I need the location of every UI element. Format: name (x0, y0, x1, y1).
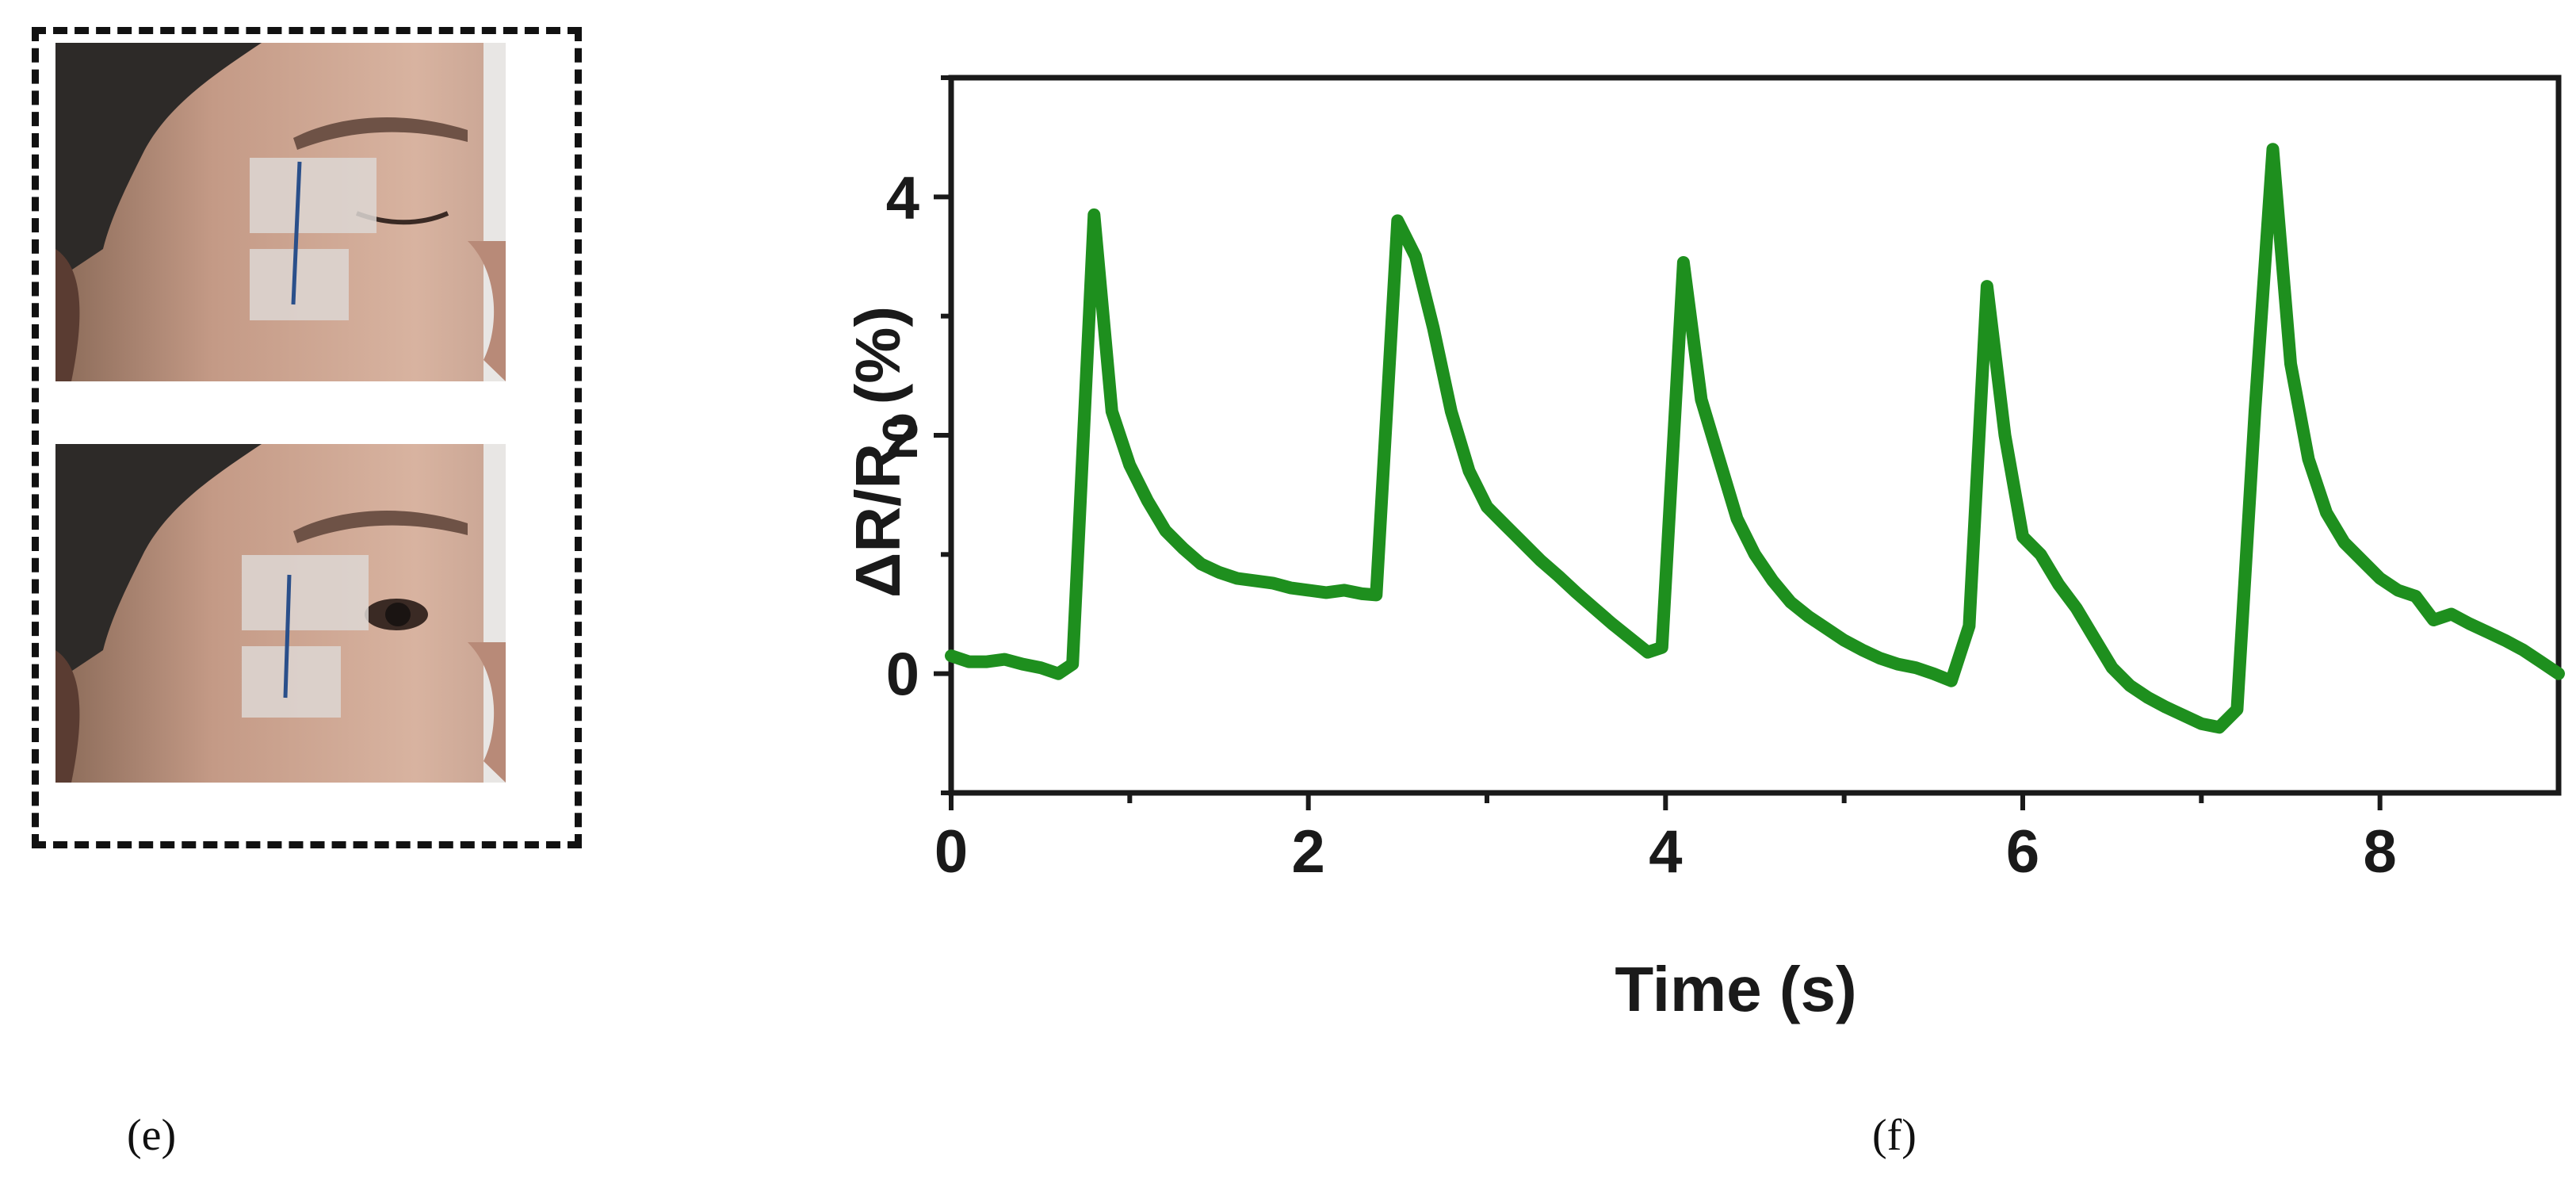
y-tick-label: 0 (886, 641, 919, 709)
y-axis-title: ΔR/R0 (%) (843, 306, 928, 598)
y-axis-title-unit: (%) (843, 306, 913, 404)
plot-frame (948, 75, 2562, 796)
panel-label-f: (f) (1872, 1111, 1917, 1160)
tick-labels: 0 2 4 6 8 0 2 4 (886, 164, 2397, 886)
eye-open-photo (55, 444, 506, 783)
face-eye-open-image (55, 444, 506, 783)
resistance-series-line (945, 143, 2565, 734)
axes (948, 75, 2562, 796)
x-tick-label: 6 (2006, 818, 2039, 886)
photo-frame (32, 27, 582, 848)
x-axis-title: Time (s) (1615, 954, 1856, 1024)
series-group (945, 143, 2565, 734)
y-axis-title-main: ΔR/R (843, 443, 913, 598)
x-tick-label: 4 (1649, 818, 1682, 886)
x-tick-label: 0 (934, 818, 968, 886)
y-axis-title-text: ΔR/R0 (%) (843, 306, 928, 598)
y-tick-label: 4 (886, 164, 919, 232)
x-tick-label: 8 (2364, 818, 2397, 886)
face-eye-closed-image (55, 43, 506, 381)
x-tick-label: 2 (1292, 818, 1325, 886)
y-tick-label: 2 (886, 403, 919, 470)
panel-label-e: (e) (127, 1111, 177, 1160)
eye-closed-photo (55, 43, 506, 381)
y-axis-title-sub: 0 (873, 415, 928, 442)
tick-marks (934, 75, 2383, 810)
